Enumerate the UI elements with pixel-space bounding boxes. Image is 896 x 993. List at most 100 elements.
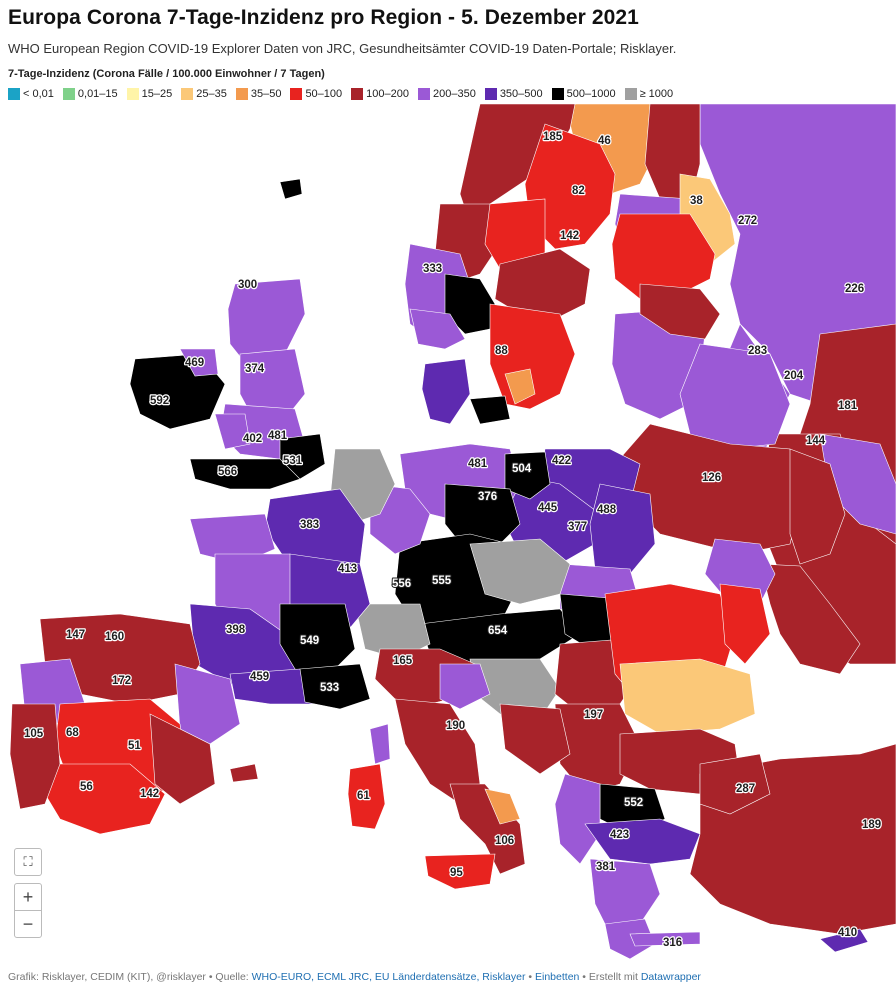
region-denmark-islands[interactable] — [469, 395, 511, 425]
map-label-sweden-c: 142 — [560, 230, 579, 242]
map-label-spain-c: 172 — [112, 675, 131, 687]
map-label-italy-c: 190 — [446, 720, 465, 732]
fullscreen-button[interactable]: ⛶ — [14, 848, 42, 876]
region-greece-south[interactable] — [604, 918, 656, 960]
map-svg[interactable]: 592 469 566 531 481 402 374 300 383 413 … — [0, 104, 896, 964]
map-label-spain-se: 142 — [140, 788, 159, 800]
map-label-sweden-s: 88 — [495, 345, 508, 357]
region-sicily[interactable] — [424, 853, 496, 890]
legend-swatch — [624, 88, 637, 100]
region-sardinia[interactable] — [347, 763, 386, 830]
map-label-italy-n: 165 — [393, 655, 413, 667]
map-label-norway-n: 185 — [543, 131, 563, 143]
map-label-austria: 654 — [488, 625, 508, 637]
map-label-germany-c: 376 — [478, 491, 497, 503]
region-turkey-west[interactable] — [699, 753, 771, 815]
map-label-sardinia: 61 — [357, 790, 370, 802]
map-label-france-w: 383 — [300, 519, 319, 531]
map-label-sicily: 95 — [450, 867, 463, 879]
map-label-france-s: 459 — [250, 671, 269, 683]
legend-swatch — [126, 88, 139, 100]
legend-label: ≥ 1000 — [639, 88, 674, 100]
legend-swatch — [351, 88, 364, 100]
region-greece-north[interactable] — [584, 818, 701, 865]
embed-link[interactable]: Einbetten — [535, 971, 580, 983]
legend-label: 15–25 — [141, 88, 173, 100]
legend-item: 0,01–15 — [62, 88, 118, 100]
legend-item: 500–1000 — [551, 88, 616, 100]
legend-item: < 0,01 — [8, 88, 54, 100]
region-baltics-east[interactable] — [639, 283, 721, 340]
region-cyprus[interactable] — [819, 928, 869, 953]
region-bosnia[interactable] — [499, 703, 571, 775]
legend-swatch — [417, 88, 430, 100]
europe-choropleth-map[interactable]: 592 469 566 531 481 402 374 300 383 413 … — [0, 104, 896, 964]
region-faroe[interactable] — [279, 178, 303, 200]
legend-swatch — [484, 88, 497, 100]
map-label-bulgaria: 552 — [624, 797, 643, 809]
region-denmark[interactable] — [421, 358, 471, 425]
region-moldova[interactable] — [719, 583, 771, 665]
map-label-portugal: 105 — [24, 728, 44, 740]
legend-label: 25–35 — [196, 88, 227, 100]
chart-subtitle: WHO European Region COVID-19 Explorer Da… — [8, 41, 677, 56]
map-label-spain-s: 56 — [80, 781, 93, 793]
map-label-poland-e: 488 — [597, 504, 617, 516]
map-label-ukraine: 126 — [702, 472, 721, 484]
legend-item: 100–200 — [351, 88, 409, 100]
legend-swatch — [290, 88, 303, 100]
zoom-out-button[interactable]: − — [14, 910, 42, 938]
map-label-spain-c2: 51 — [128, 740, 141, 752]
legend-label: 100–200 — [366, 88, 409, 100]
region-spain-east[interactable] — [149, 713, 216, 805]
map-label-turkey: 189 — [862, 819, 881, 831]
footer-prefix: Grafik: Risklayer, CEDIM (KIT), @risklay… — [8, 971, 252, 983]
map-label-finland-s: 38 — [690, 195, 703, 207]
zoom-in-button[interactable]: + — [14, 883, 42, 911]
map-label-poland-n: 422 — [552, 455, 571, 467]
map-label-france-sw: 398 — [226, 624, 246, 636]
legend-label: 35–50 — [250, 88, 282, 100]
region-crete[interactable] — [629, 931, 701, 947]
legend-item: 50–100 — [290, 88, 342, 100]
map-label-ireland-b: 469 — [185, 357, 204, 369]
region-italy-north-east[interactable] — [439, 663, 491, 710]
region-portugal[interactable] — [9, 703, 61, 810]
region-serbia[interactable] — [554, 703, 641, 795]
region-romania-south[interactable] — [619, 658, 756, 735]
region-italy-calabria[interactable] — [484, 788, 521, 825]
legend-swatch — [235, 88, 248, 100]
datawrapper-link[interactable]: Datawrapper — [640, 971, 701, 983]
color-legend: < 0,01 0,01–15 15–25 25–35 35–50 50–100 … — [8, 88, 673, 100]
footer-credits: Grafik: Risklayer, CEDIM (KIT), @risklay… — [8, 971, 701, 983]
legend-label: 50–100 — [305, 88, 343, 100]
region-france-south-east[interactable] — [299, 663, 371, 710]
region-ukraine-east[interactable] — [789, 448, 846, 565]
region-sweden-north[interactable] — [524, 123, 616, 250]
map-label-germany-s: 555 — [432, 575, 452, 587]
legend-item: 200–350 — [417, 88, 476, 100]
legend-item: ≥ 1000 — [624, 88, 674, 100]
region-albania[interactable] — [554, 773, 601, 865]
region-england-south[interactable] — [189, 458, 301, 490]
map-label-spain-nw: 147 — [66, 629, 85, 641]
footer-sources-link[interactable]: WHO-EURO, ECML JRC, EU Länderdatensätze,… — [251, 971, 526, 983]
map-label-belarus: 204 — [784, 370, 804, 382]
region-northern-ireland[interactable] — [179, 348, 219, 377]
region-corsica[interactable] — [369, 723, 391, 765]
map-label-ireland: 592 — [150, 395, 169, 407]
map-label-uk-wales: 402 — [243, 433, 262, 445]
map-label-uk-south: 566 — [218, 466, 237, 478]
map-label-spain-w: 68 — [66, 727, 79, 739]
map-label-crete: 316 — [663, 937, 682, 949]
map-label-russia-w: 283 — [748, 345, 767, 357]
map-label-germany-n: 481 — [468, 458, 488, 470]
region-wales[interactable] — [214, 413, 251, 450]
region-spain-catalonia[interactable] — [174, 663, 241, 745]
region-sweden-south-tip[interactable] — [504, 368, 536, 405]
region-balearic[interactable] — [229, 763, 259, 783]
region-norway-south[interactable] — [409, 308, 466, 350]
region-germany-berlin[interactable] — [504, 451, 551, 500]
region-crimea[interactable] — [759, 563, 861, 675]
region-sweden-central[interactable] — [494, 248, 591, 320]
